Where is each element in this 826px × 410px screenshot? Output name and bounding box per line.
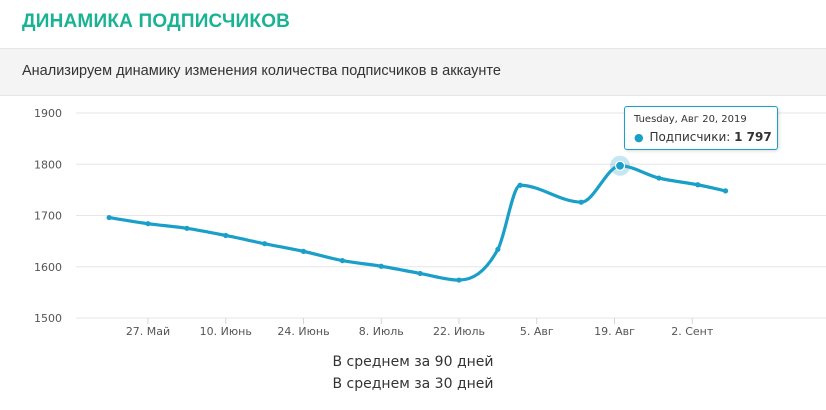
data-point[interactable]: [517, 182, 523, 188]
y-tick-label: 1500: [34, 312, 62, 325]
y-tick-label: 1800: [34, 158, 62, 171]
series-layer: [106, 155, 729, 283]
data-point[interactable]: [106, 214, 112, 221]
y-tick-label: 1700: [34, 210, 62, 223]
data-point[interactable]: [378, 263, 384, 269]
data-point[interactable]: [223, 232, 229, 239]
x-tick-label: 10. Июнь: [200, 325, 252, 338]
data-point[interactable]: [339, 258, 345, 264]
subtitle-bar: Анализируем динамику изменения количеств…: [0, 48, 826, 96]
tooltip-date: Tuesday, Авг 20, 2019: [634, 114, 747, 125]
x-tick-label: 24. Июнь: [277, 325, 329, 338]
y-axis-labels: 1500 1600 1700 1800 1900: [34, 107, 62, 325]
data-point[interactable]: [300, 248, 307, 254]
y-tick-label: 1600: [34, 261, 62, 274]
subscribers-line-chart: 1500 1600 1700 1800 1900 27. Май 10. Июнь 24. …: [34, 107, 826, 338]
data-point[interactable]: [578, 199, 584, 205]
data-point[interactable]: [495, 246, 501, 252]
data-point[interactable]: [417, 270, 423, 277]
data-point[interactable]: [456, 277, 462, 283]
grid-lines: [76, 112, 826, 319]
x-tick-label: 22. Июль: [433, 325, 485, 338]
x-tick-label: 19. Авг: [594, 325, 635, 338]
y-tick-label: 1900: [34, 107, 62, 120]
legend-item-90-days[interactable]: В среднем за 90 дней: [332, 354, 494, 370]
page-subtitle: Анализируем динамику изменения количеств…: [22, 63, 501, 79]
x-tick-label: 8. Июль: [359, 325, 404, 338]
x-tick-label: 27. Май: [126, 325, 170, 338]
data-point[interactable]: [614, 160, 626, 171]
data-point[interactable]: [656, 175, 662, 181]
data-point[interactable]: [184, 225, 190, 231]
series-dot-icon: ●: [634, 131, 644, 144]
series-line: [107, 164, 728, 282]
data-point[interactable]: [262, 241, 268, 247]
tooltip-row: ● Подписчики: 1 797: [634, 130, 772, 144]
chart-tooltip: Tuesday, Авг 20, 2019 ● Подписчики: 1 79…: [624, 106, 778, 150]
data-point[interactable]: [722, 188, 729, 194]
chart-header: ДИНАМИКА ПОДПИСЧИКОВ: [0, 0, 826, 46]
x-tick-label: 5. Авг: [520, 325, 554, 338]
x-axis-labels: 27. Май 10. Июнь 24. Июнь 8. Июль 22. Июль 5.…: [126, 318, 714, 338]
tooltip-value: 1 797: [734, 130, 772, 144]
data-point[interactable]: [695, 182, 701, 188]
data-point[interactable]: [145, 221, 151, 227]
legend-item-30-days[interactable]: В среднем за 30 дней: [332, 376, 494, 392]
tooltip-series-label: Подписчики:: [649, 130, 731, 144]
page-title: ДИНАМИКА ПОДПИСЧИКОВ: [22, 11, 291, 32]
x-tick-label: 2. Сент: [671, 325, 714, 338]
